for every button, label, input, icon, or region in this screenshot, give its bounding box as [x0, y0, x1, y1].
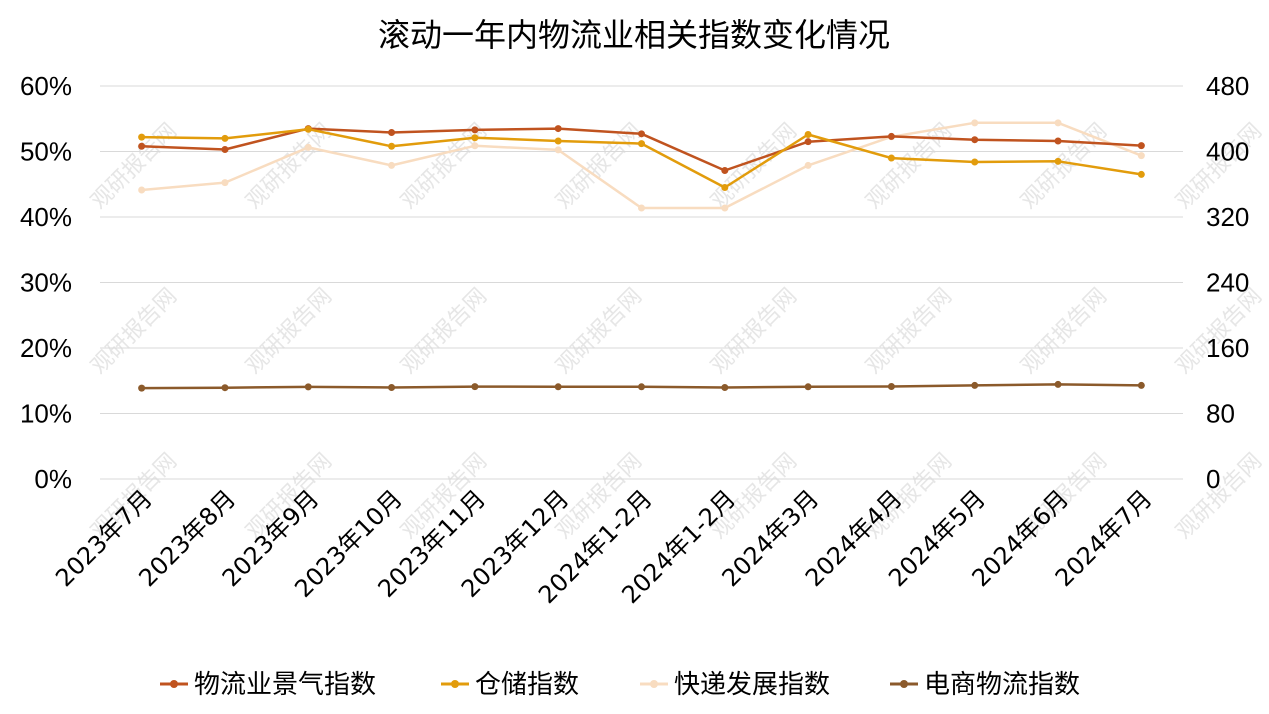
data-point — [1054, 157, 1062, 165]
watermark-text: 观研报告网 — [552, 284, 647, 379]
y-left-tick-label: 20% — [20, 333, 72, 363]
gridlines — [100, 85, 1183, 480]
data-point — [304, 125, 312, 133]
y-left-tick-label: 40% — [20, 202, 72, 232]
data-point — [471, 126, 479, 134]
watermark-text: 观研报告网 — [87, 284, 182, 379]
data-point — [721, 184, 729, 192]
watermark-text: 观研报告网 — [1017, 284, 1112, 379]
data-point — [1137, 152, 1145, 160]
data-point — [721, 166, 729, 174]
legend-item: 电商物流指数 — [890, 670, 1080, 700]
y-right-tick-label: 400 — [1206, 137, 1249, 167]
data-point — [971, 158, 979, 166]
data-point — [1137, 381, 1145, 389]
data-point — [1137, 170, 1145, 178]
watermark-layer: 观研报告网 观研报告网 观研报告网 观研报告网 观研报告网 观研报告网 观研报告网 观研报告网… — [87, 119, 1267, 544]
y-left-tick-label: 10% — [20, 399, 72, 429]
data-point — [554, 137, 562, 145]
series-4 — [138, 380, 1145, 392]
data-point — [388, 142, 396, 150]
data-point — [971, 136, 979, 144]
data-point — [887, 382, 895, 390]
y-left-tick-label: 60% — [20, 71, 72, 101]
legend-marker — [650, 680, 658, 688]
data-point — [1054, 119, 1062, 127]
watermark-text: 观研报告网 — [1172, 119, 1267, 214]
data-point — [304, 143, 312, 151]
data-point — [971, 381, 979, 389]
data-point — [554, 125, 562, 133]
data-point — [721, 383, 729, 391]
data-point — [638, 130, 645, 138]
legend-marker — [900, 680, 908, 688]
data-point — [221, 134, 229, 142]
data-point — [138, 186, 146, 194]
data-point — [804, 161, 812, 169]
watermark-text: 观研报告网 — [87, 119, 182, 214]
data-point — [138, 133, 146, 141]
data-point — [804, 138, 812, 146]
data-point — [304, 383, 312, 391]
y-right-tick-label: 480 — [1206, 71, 1249, 101]
data-point — [471, 383, 479, 391]
data-point — [887, 154, 895, 162]
legend-item: 仓储指数 — [441, 670, 579, 700]
data-point — [638, 140, 645, 148]
legend-marker — [451, 680, 459, 688]
legend-label: 快递发展指数 — [674, 670, 830, 700]
legend: 物流业景气指数 仓储指数 快递发展指数 电商物流指数 — [160, 670, 1080, 700]
chart-title: 滚动一年内物流业相关指数变化情况 — [378, 16, 890, 54]
data-point — [887, 132, 895, 140]
y-axis-left: 0% 10% 20% 30% 40% 50% 60% — [20, 71, 72, 494]
series-layer — [138, 119, 1145, 392]
legend-item: 物流业景气指数 — [160, 670, 376, 700]
y-right-tick-label: 80 — [1206, 399, 1235, 429]
data-point — [471, 142, 479, 150]
data-point — [554, 146, 562, 154]
data-point — [804, 130, 812, 138]
watermark-text: 观研报告网 — [397, 284, 492, 379]
data-point — [138, 142, 146, 150]
series-2 — [138, 125, 1145, 192]
y-right-tick-label: 320 — [1206, 202, 1249, 232]
data-point — [221, 384, 229, 392]
legend-label: 物流业景气指数 — [194, 670, 376, 700]
y-left-tick-label: 0% — [34, 464, 72, 494]
data-point — [1137, 142, 1145, 150]
data-point — [638, 204, 645, 212]
legend-marker — [170, 680, 178, 688]
watermark-text: 观研报告网 — [707, 284, 802, 379]
y-left-tick-label: 50% — [20, 137, 72, 167]
legend-item: 快递发展指数 — [640, 670, 830, 700]
y-right-tick-label: 0 — [1206, 464, 1220, 494]
legend-label: 电商物流指数 — [924, 670, 1080, 700]
watermark-text: 观研报告网 — [242, 284, 337, 379]
data-point — [471, 134, 479, 142]
y-axis-right: 0 80 160 240 320 400 480 — [1206, 71, 1249, 494]
data-point — [138, 384, 146, 392]
series-3 — [138, 119, 1145, 212]
y-left-tick-label: 30% — [20, 268, 72, 298]
data-point — [221, 146, 229, 154]
data-point — [971, 119, 979, 127]
data-point — [721, 204, 729, 212]
legend-label: 仓储指数 — [475, 670, 579, 700]
data-point — [1054, 137, 1062, 145]
data-point — [1054, 380, 1062, 388]
data-point — [388, 161, 396, 169]
watermark-text: 观研报告网 — [707, 119, 802, 214]
y-right-tick-label: 160 — [1206, 333, 1249, 363]
watermark-text: 观研报告网 — [862, 284, 957, 379]
data-point — [388, 383, 396, 391]
y-right-tick-label: 240 — [1206, 268, 1249, 298]
data-point — [804, 383, 812, 391]
data-point — [554, 383, 562, 391]
data-point — [638, 383, 645, 391]
data-point — [388, 129, 396, 137]
watermark-text: 观研报告网 — [1172, 284, 1267, 379]
data-point — [221, 179, 229, 187]
